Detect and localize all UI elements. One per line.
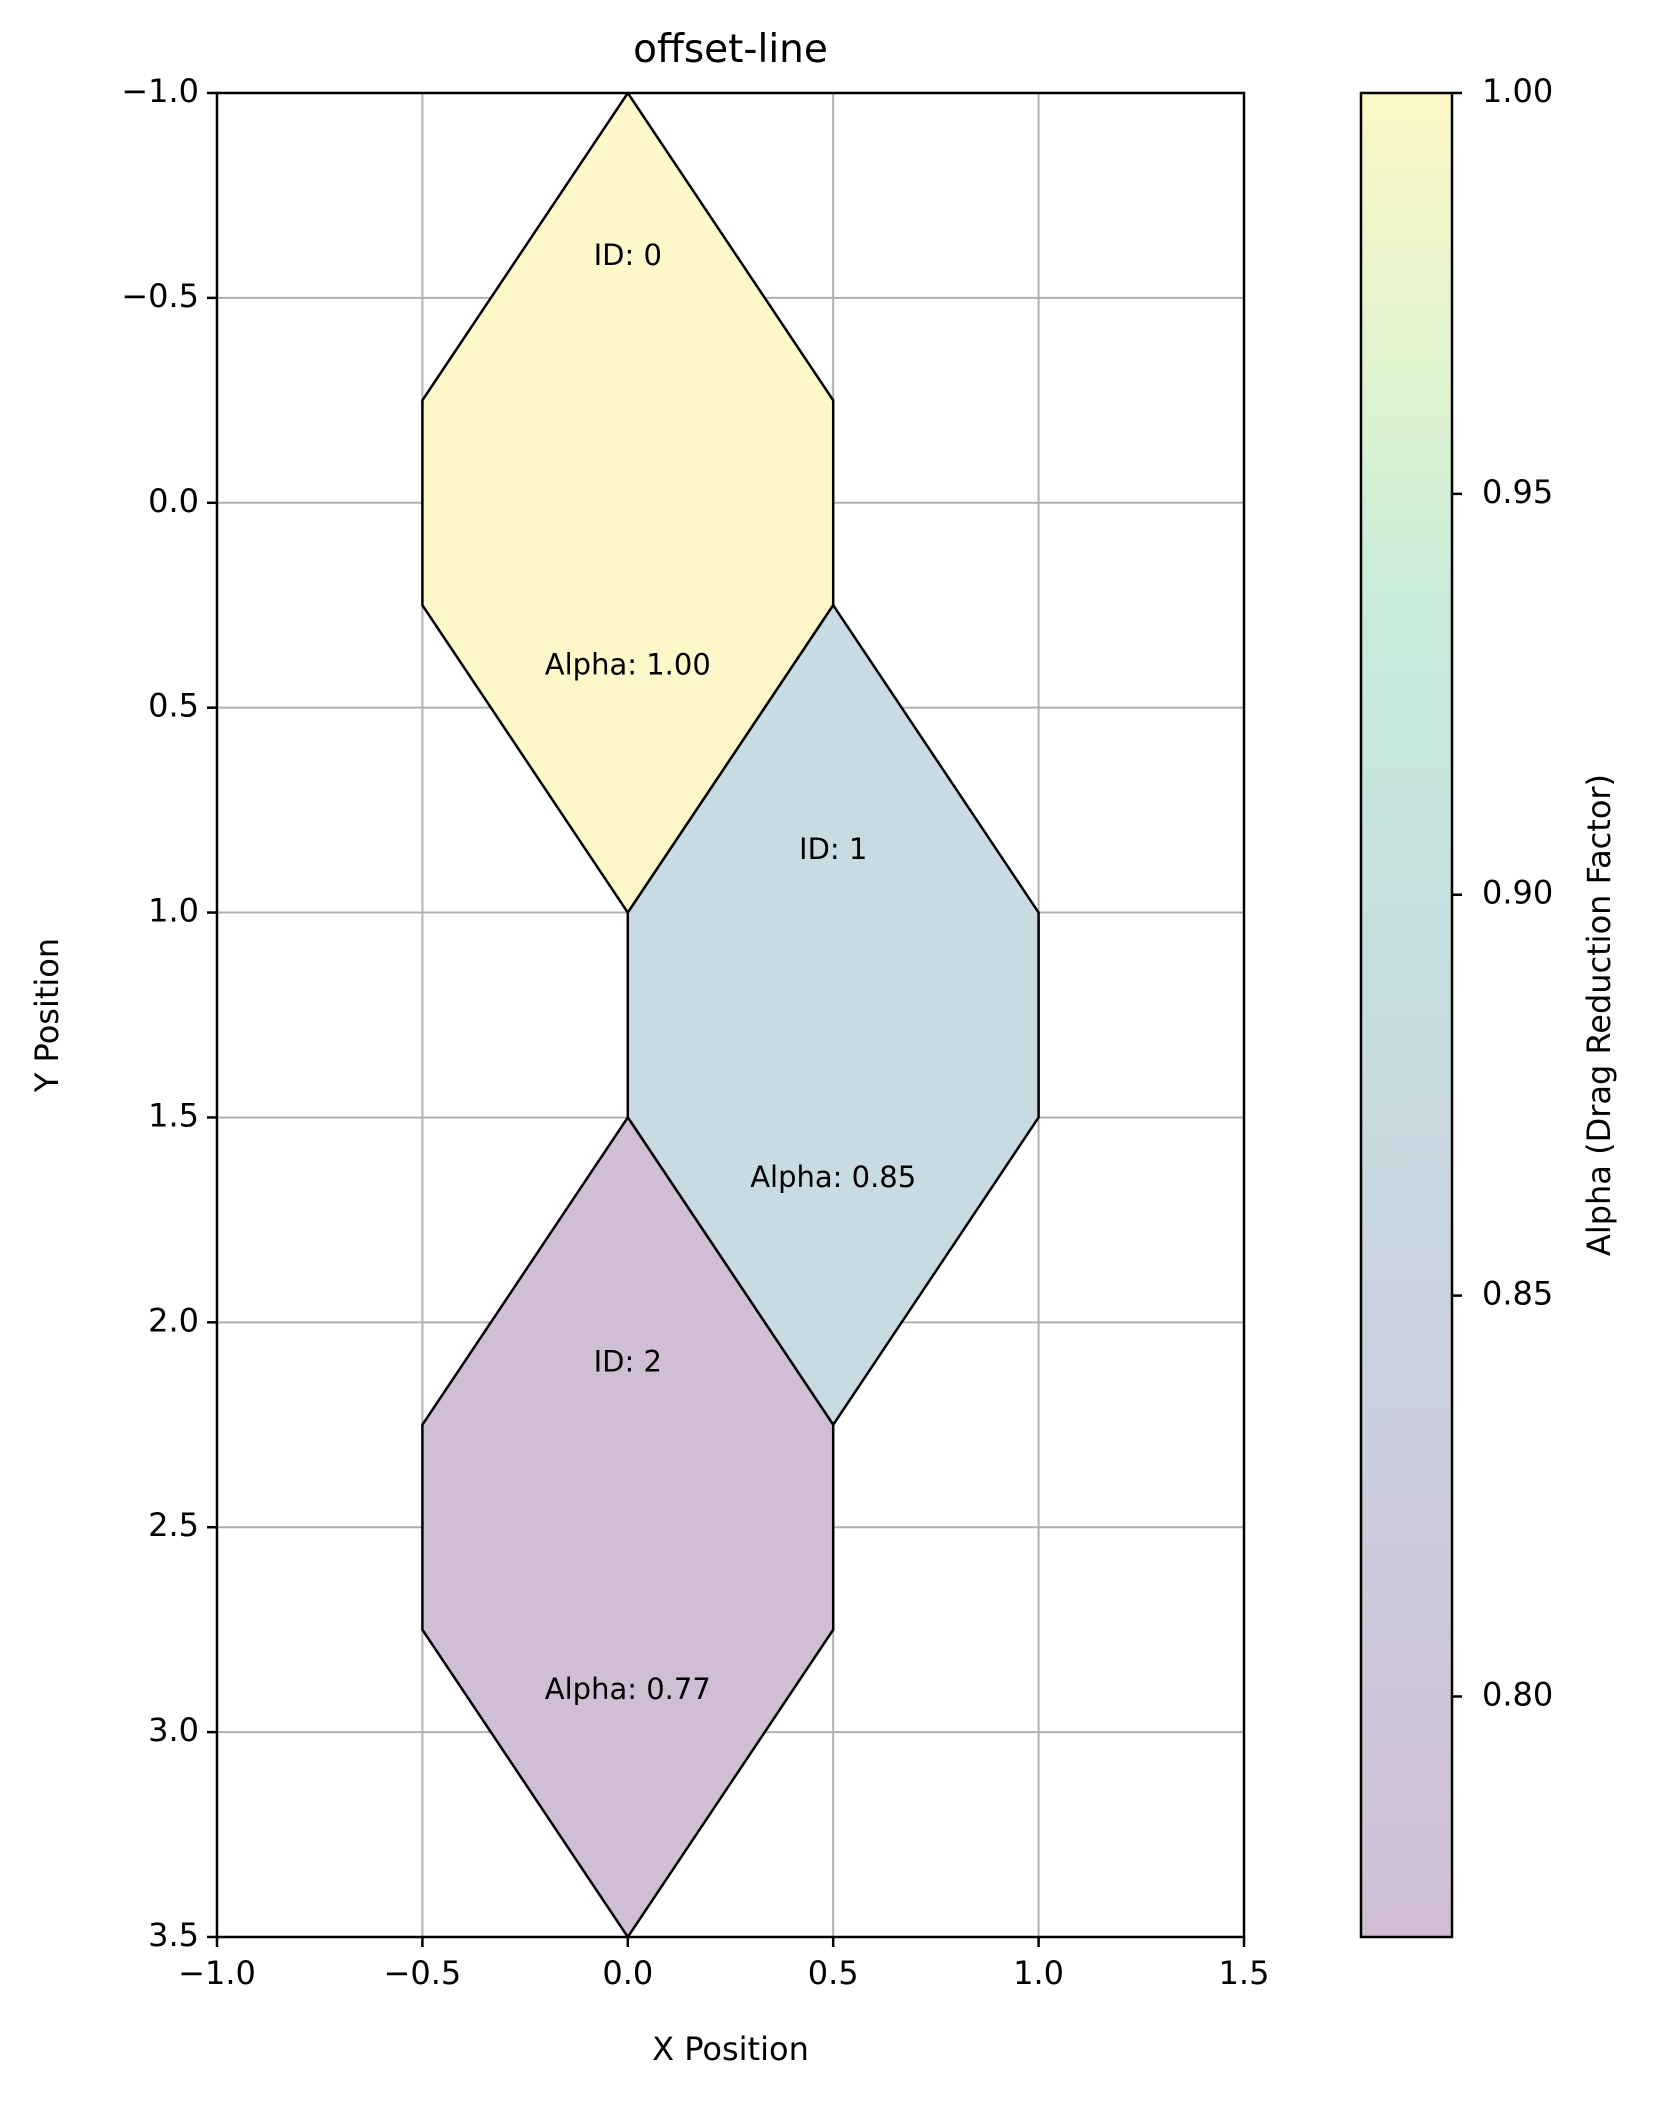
x-tick-label: 1.0 (1013, 1954, 1064, 1992)
colorbar-tick-label: 1.00 (1482, 72, 1553, 110)
plot-frame (215, 91, 1246, 1939)
hexagons (421, 93, 1040, 1937)
hexagon-2 (421, 1115, 835, 1937)
y-tick-label: 3.5 (148, 1916, 199, 1954)
colorbar-tick-label: 0.95 (1482, 473, 1553, 511)
y-tick-label: 0.0 (148, 482, 199, 520)
hexagon-alpha-label: Alpha: 0.77 (545, 1672, 711, 1706)
colorbar-tick-label: 0.85 (1482, 1275, 1553, 1313)
colorbar-gradient (1361, 93, 1452, 1937)
y-tick-label: 2.0 (148, 1301, 199, 1339)
x-tick-label: 1.5 (1219, 1954, 1270, 1992)
colorbar: 0.80 0.85 0.90 0.95 1.00 (1359, 72, 1553, 1939)
x-tick-label: −1.0 (178, 1954, 256, 1992)
y-tick-label: 1.0 (148, 892, 199, 930)
colorbar-label: Alpha (Drag Reduction Factor) (1580, 774, 1618, 1256)
hexagon-id-label: ID: 2 (594, 1344, 662, 1378)
hexagon-alpha-label: Alpha: 1.00 (545, 648, 711, 682)
y-axis-label: Y Position (28, 938, 66, 1093)
hexagon-alpha-label: Alpha: 0.85 (750, 1160, 916, 1194)
axis-ticks: −1.0 −0.5 0.0 0.5 1.0 1.5 −1.0 −0.5 0.0 0.5 1.0 1.5… (121, 72, 1269, 1992)
y-tick-label: −0.5 (121, 277, 199, 315)
annotations: ID: 0 Alpha: 1.00 ID: 1 Alpha: 0.85 ID: 2 Alp… (545, 238, 916, 1706)
hexagon-id-label: ID: 1 (799, 832, 867, 866)
x-tick-label: 0.5 (808, 1954, 859, 1992)
y-tick-label: 0.5 (148, 687, 199, 725)
colorbar-tick-label: 0.80 (1482, 1675, 1553, 1713)
x-tick-label: −0.5 (384, 1954, 462, 1992)
x-tick-label: 0.0 (602, 1954, 653, 1992)
x-axis-label: X Position (652, 2030, 809, 2068)
colorbar-tick-label: 0.90 (1482, 874, 1553, 912)
chart-title: offset-line (633, 27, 828, 72)
colorbar-frame (1359, 91, 1454, 1939)
y-tick-label: 3.0 (148, 1711, 199, 1749)
y-tick-label: 1.5 (148, 1096, 199, 1134)
y-tick-label: 2.5 (148, 1506, 199, 1544)
y-tick-label: −1.0 (121, 72, 199, 110)
hexagon-id-label: ID: 0 (594, 238, 662, 272)
